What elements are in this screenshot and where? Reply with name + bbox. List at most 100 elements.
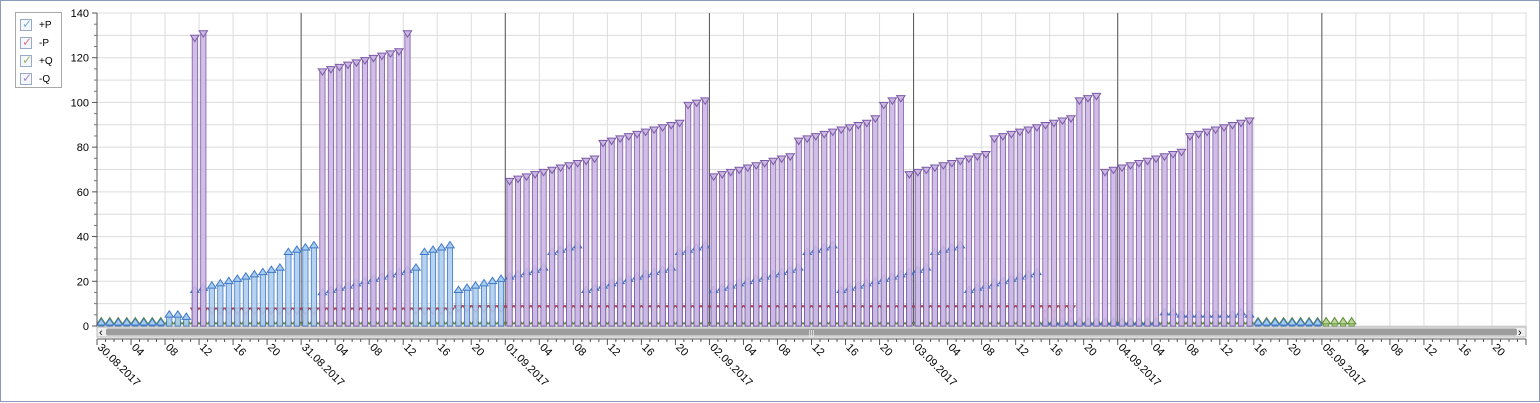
- point-minus-Q: [938, 162, 949, 170]
- point-plusminus-Q: [1329, 316, 1340, 325]
- point-plusminus-P: [478, 278, 490, 287]
- bar-plusminus-P: [446, 245, 454, 327]
- y-tick-label: 140: [71, 8, 89, 20]
- bar-plusminus-P: [217, 283, 224, 327]
- chart-marks: [96, 30, 1357, 327]
- point-minus-Q: [631, 130, 643, 139]
- point-minus-Q: [640, 128, 651, 137]
- point-plusminus-P: [215, 278, 226, 287]
- bar-minus-Q: [880, 104, 887, 327]
- bar-minus-Q: [1118, 166, 1126, 327]
- point-plusminus-P: [1261, 317, 1272, 326]
- y-tick-label: 20: [77, 276, 89, 288]
- point-minus-Q: [700, 97, 711, 106]
- bar-minus-Q: [1221, 126, 1228, 327]
- legend-item-plus-p[interactable]: ✓ +P: [20, 17, 52, 33]
- bar-minus-Q: [1161, 155, 1168, 327]
- point-plusminus-P: [181, 312, 192, 320]
- bar-minus-Q: [889, 99, 896, 327]
- point-minus-Q: [904, 171, 915, 179]
- point-minus-Q: [989, 135, 1000, 144]
- bar-minus-Q: [965, 157, 972, 327]
- point-minus-Q: [538, 168, 549, 177]
- point-plusminus-P: [308, 240, 320, 249]
- scrollbar-grip-icon: |||: [809, 331, 815, 338]
- point-minus-Q: [759, 159, 770, 168]
- point-minus-Q: [742, 164, 753, 173]
- point-minus-Q: [1065, 115, 1077, 123]
- legend-checkbox[interactable]: ✓: [20, 53, 33, 67]
- point-minus-Q: [1150, 155, 1162, 164]
- point-minus-Q: [393, 48, 405, 56]
- legend-checkbox[interactable]: ✓: [20, 17, 33, 31]
- legend-item-minus-p[interactable]: ✓ -P: [20, 35, 49, 51]
- bar-minus-Q: [370, 57, 377, 327]
- point-minus-Q: [189, 34, 200, 43]
- legend-item-minus-q[interactable]: ✓ -Q: [20, 71, 50, 87]
- horizontal-scrollbar[interactable]: ‹ › |||: [96, 326, 1527, 339]
- point-minus-Q: [606, 137, 617, 146]
- check-icon: ✓: [22, 17, 33, 31]
- point-minus-Q: [359, 57, 371, 65]
- bar-minus-Q: [872, 117, 879, 327]
- legend-item-plus-q[interactable]: ✓ +Q: [20, 53, 53, 69]
- bar-plusminus-P: [438, 247, 445, 327]
- point-minus-Q: [751, 162, 762, 170]
- point-minus-Q: [674, 119, 685, 128]
- grid-lines: [96, 12, 1527, 327]
- point-minus-Q: [921, 166, 932, 175]
- point-minus-Q: [1176, 148, 1187, 157]
- point-minus-Q: [1184, 133, 1196, 141]
- bar-minus-Q: [1076, 99, 1083, 327]
- y-tick-label: 80: [77, 142, 89, 154]
- legend-checkbox[interactable]: ✓: [20, 71, 33, 85]
- point-minus-Q: [895, 95, 906, 103]
- point-minus-Q: [512, 175, 524, 184]
- bar-minus-Q: [974, 155, 981, 327]
- point-minus-Q: [1040, 121, 1051, 130]
- point-plusminus-P: [453, 285, 464, 294]
- legend-checkbox[interactable]: ✓: [20, 35, 32, 49]
- bar-minus-Q: [787, 155, 794, 327]
- bar-minus-Q: [710, 175, 717, 327]
- bar-minus-Q: [327, 68, 334, 327]
- point-minus-Q: [1116, 164, 1128, 173]
- point-plusminus-P: [96, 317, 107, 326]
- check-icon: ✓: [22, 71, 33, 85]
- bar-minus-Q: [1169, 153, 1177, 327]
- bar-plusminus-P: [421, 251, 428, 327]
- bar-minus-Q: [744, 166, 751, 327]
- point-minus-Q: [725, 168, 736, 177]
- point-plusminus-P: [240, 271, 251, 280]
- point-minus-Q: [546, 166, 558, 175]
- point-minus-Q: [1091, 92, 1102, 101]
- bar-minus-Q: [1033, 126, 1040, 327]
- bar-minus-Q: [863, 122, 870, 327]
- point-minus-Q: [1201, 128, 1213, 137]
- point-minus-Q: [529, 171, 541, 179]
- point-minus-Q: [1014, 128, 1026, 137]
- bar-minus-Q: [931, 166, 938, 327]
- point-minus-Q: [1193, 130, 1204, 139]
- bar-minus-Q: [1135, 162, 1143, 327]
- point-minus-Q: [912, 168, 923, 177]
- point-plusminus-P: [291, 245, 303, 253]
- point-plusminus-P: [249, 269, 260, 278]
- bar-plusminus-P: [251, 274, 258, 327]
- point-minus-Q: [1133, 159, 1145, 168]
- bar-plusminus-P: [259, 271, 266, 327]
- bar-minus-Q: [668, 124, 675, 327]
- scroll-left-arrow-icon: ‹: [99, 327, 103, 339]
- bar-plusminus-P: [412, 267, 420, 327]
- point-minus-Q: [368, 54, 379, 63]
- point-plusminus-P: [1269, 317, 1281, 326]
- bar-plusminus-P: [455, 289, 462, 327]
- y-tick-label: 40: [77, 232, 89, 244]
- point-minus-Q: [768, 157, 779, 166]
- point-plusminus-P: [495, 274, 507, 282]
- point-minus-Q: [887, 97, 898, 106]
- bar-plusminus-P: [489, 280, 496, 327]
- point-minus-Q: [827, 128, 838, 137]
- check-icon: ✓: [22, 53, 33, 67]
- bar-minus-Q: [1110, 169, 1117, 327]
